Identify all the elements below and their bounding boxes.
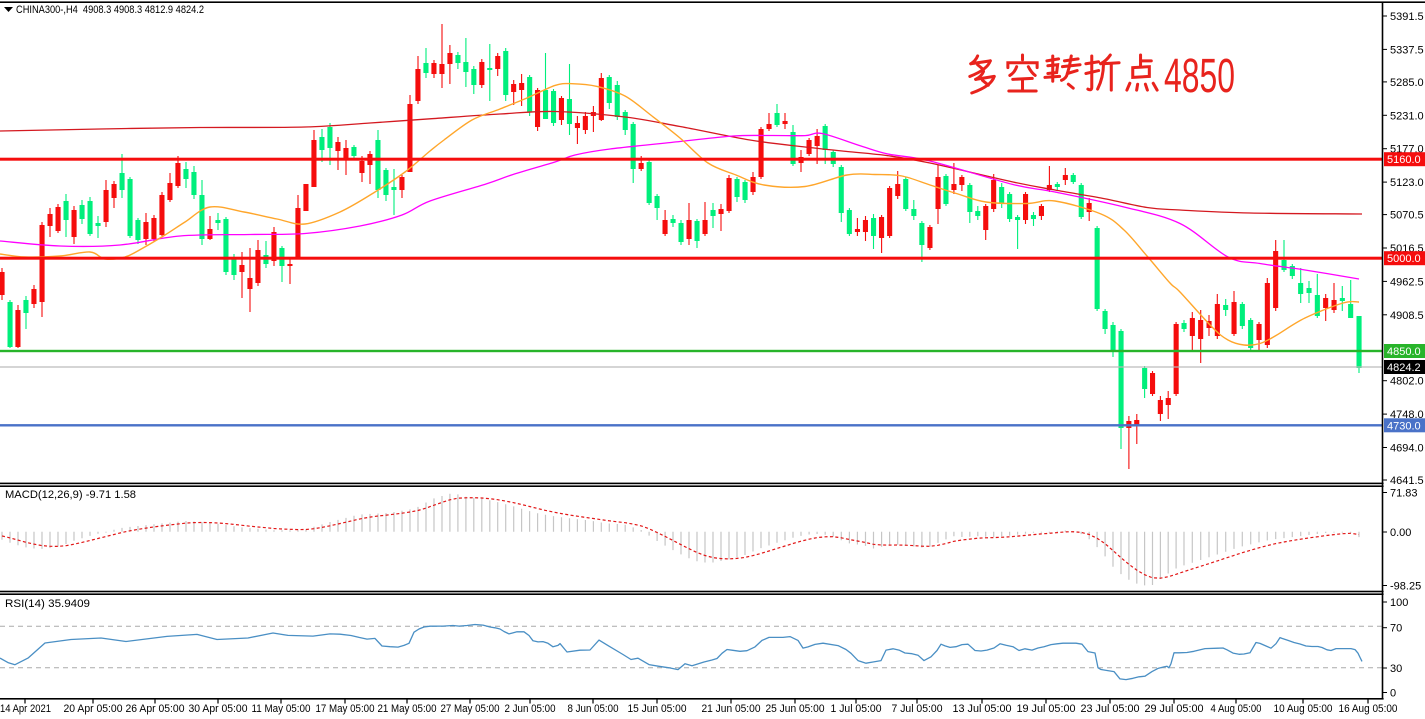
svg-text:4962.5: 4962.5 xyxy=(1390,276,1424,288)
svg-text:19 Jul 05:00: 19 Jul 05:00 xyxy=(1017,703,1076,715)
svg-text:4850: 4850 xyxy=(1164,50,1235,103)
svg-text:2 Jun 05:00: 2 Jun 05:00 xyxy=(505,703,556,715)
svg-text:11 May 05:00: 11 May 05:00 xyxy=(252,703,311,715)
svg-text:21 May 05:00: 21 May 05:00 xyxy=(378,703,437,715)
svg-text:4850.0: 4850.0 xyxy=(1387,346,1421,358)
svg-text:5000.0: 5000.0 xyxy=(1387,253,1421,265)
svg-text:0: 0 xyxy=(1390,688,1396,700)
svg-text:7 Jul 05:00: 7 Jul 05:00 xyxy=(892,703,943,715)
svg-text:8 Jun 05:00: 8 Jun 05:00 xyxy=(568,703,619,715)
svg-text:4641.5: 4641.5 xyxy=(1390,475,1424,487)
svg-text:15 Jun 05:00: 15 Jun 05:00 xyxy=(628,703,687,715)
svg-text:25 Jun 05:00: 25 Jun 05:00 xyxy=(766,703,825,715)
svg-text:20 Apr 05:00: 20 Apr 05:00 xyxy=(64,703,123,715)
svg-text:70: 70 xyxy=(1390,623,1402,635)
svg-text:MACD(12,26,9) -9.71 1.58: MACD(12,26,9) -9.71 1.58 xyxy=(5,489,136,501)
svg-text:4 Aug 05:00: 4 Aug 05:00 xyxy=(1211,703,1262,715)
svg-text:17 May 05:00: 17 May 05:00 xyxy=(316,703,375,715)
svg-text:4824.2: 4824.2 xyxy=(1387,362,1421,374)
svg-text:RSI(14) 35.9409: RSI(14) 35.9409 xyxy=(5,598,90,610)
svg-text:30 Apr 05:00: 30 Apr 05:00 xyxy=(189,703,248,715)
svg-text:5160.0: 5160.0 xyxy=(1387,154,1421,166)
svg-text:1 Jul 05:00: 1 Jul 05:00 xyxy=(831,703,882,715)
svg-text:71.83: 71.83 xyxy=(1390,488,1418,500)
svg-text:5231.0: 5231.0 xyxy=(1390,110,1424,122)
svg-text:14 Apr 2021: 14 Apr 2021 xyxy=(0,703,51,715)
svg-text:13 Jul 05:00: 13 Jul 05:00 xyxy=(953,703,1012,715)
svg-text:10 Aug 05:00: 10 Aug 05:00 xyxy=(1274,703,1333,715)
svg-text:4694.0: 4694.0 xyxy=(1390,443,1424,455)
svg-text:5285.0: 5285.0 xyxy=(1390,77,1424,89)
svg-text:5337.5: 5337.5 xyxy=(1390,44,1424,56)
svg-text:27 May 05:00: 27 May 05:00 xyxy=(441,703,500,715)
svg-text:4730.0: 4730.0 xyxy=(1387,420,1421,432)
svg-text:100: 100 xyxy=(1390,597,1408,609)
svg-text:4748.0: 4748.0 xyxy=(1390,409,1424,421)
svg-text:4908.5: 4908.5 xyxy=(1390,310,1424,322)
svg-text:30: 30 xyxy=(1390,663,1402,675)
svg-text:4802.0: 4802.0 xyxy=(1390,376,1424,388)
svg-text:16 Aug 05:00: 16 Aug 05:00 xyxy=(1339,703,1398,715)
svg-text:21 Jun 05:00: 21 Jun 05:00 xyxy=(702,703,761,715)
svg-text:5070.5: 5070.5 xyxy=(1390,210,1424,222)
svg-text:0.00: 0.00 xyxy=(1390,527,1411,539)
svg-text:CHINA300-,H4 4908.3 4908.3 48: CHINA300-,H4 4908.3 4908.3 4812.9 4824.2 xyxy=(16,4,204,16)
svg-text:5123.0: 5123.0 xyxy=(1390,177,1424,189)
svg-text:-98.25: -98.25 xyxy=(1390,581,1421,593)
svg-text:5391.5: 5391.5 xyxy=(1390,11,1424,23)
svg-text:26 Apr 05:00: 26 Apr 05:00 xyxy=(126,703,185,715)
svg-text:23 Jul 05:00: 23 Jul 05:00 xyxy=(1081,703,1140,715)
svg-text:29 Jul 05:00: 29 Jul 05:00 xyxy=(1145,703,1204,715)
